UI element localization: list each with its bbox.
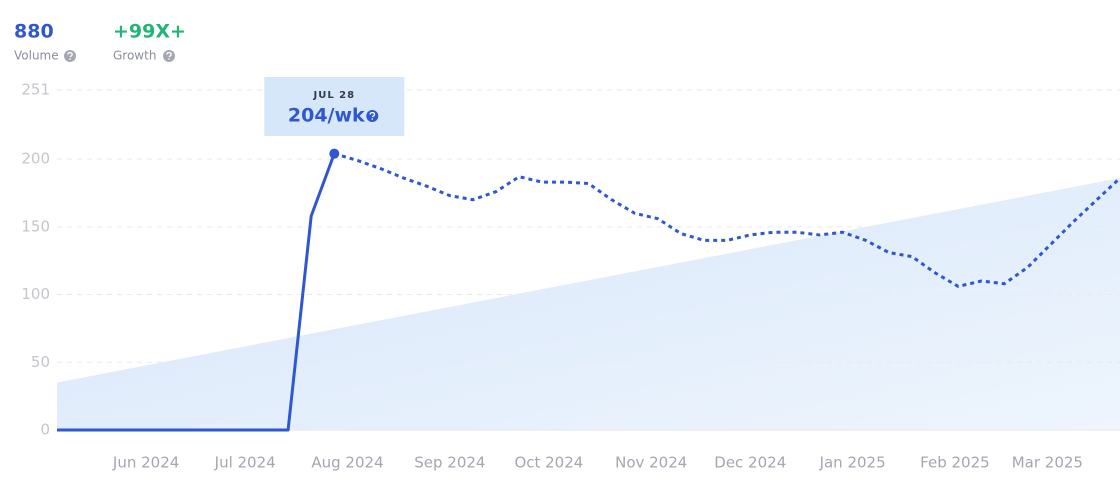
help-icon-dot: [371, 118, 374, 120]
help-icon[interactable]: [163, 50, 175, 62]
y-tick-label: 150: [21, 217, 50, 235]
tooltip-date: JUL 28: [312, 90, 355, 101]
y-tick-label: 50: [31, 353, 50, 371]
y-tick-label: 200: [21, 150, 50, 168]
growth-label: Growth: [113, 49, 156, 63]
growth-value: +99X+: [113, 21, 186, 43]
trend-area: [57, 178, 1120, 430]
tooltip-value: 204/wk: [288, 105, 365, 127]
y-tick-label: 100: [21, 285, 50, 303]
x-tick-label: Dec 2024: [714, 454, 786, 472]
x-tick-label: Oct 2024: [514, 454, 583, 472]
x-tick-label: Nov 2024: [615, 454, 687, 472]
y-tick-label: 251: [21, 81, 50, 99]
x-tick-label: Mar 2025: [1012, 454, 1083, 472]
volume-label: Volume: [14, 49, 59, 63]
x-tick-label: Jul 2024: [214, 454, 276, 472]
x-tick-label: Aug 2024: [311, 454, 383, 472]
x-tick-label: Sep 2024: [414, 454, 485, 472]
volume-value: 880: [14, 21, 54, 43]
x-tick-label: Feb 2025: [920, 454, 990, 472]
help-icon[interactable]: [366, 110, 379, 122]
line-actual: [57, 153, 336, 432]
highlight-point: [329, 148, 340, 159]
tooltip: JUL 28 204/wk: [264, 77, 405, 136]
help-icon-circle: [366, 110, 379, 122]
help-icon[interactable]: [64, 50, 76, 62]
x-tick-label: Jan 2025: [819, 454, 886, 472]
y-tick-label: 0: [40, 421, 50, 439]
x-tick-label: Jun 2024: [112, 454, 179, 472]
help-icon-mark: [369, 111, 376, 118]
line-forecast: [333, 152, 1120, 288]
tooltip-box: [264, 77, 405, 136]
